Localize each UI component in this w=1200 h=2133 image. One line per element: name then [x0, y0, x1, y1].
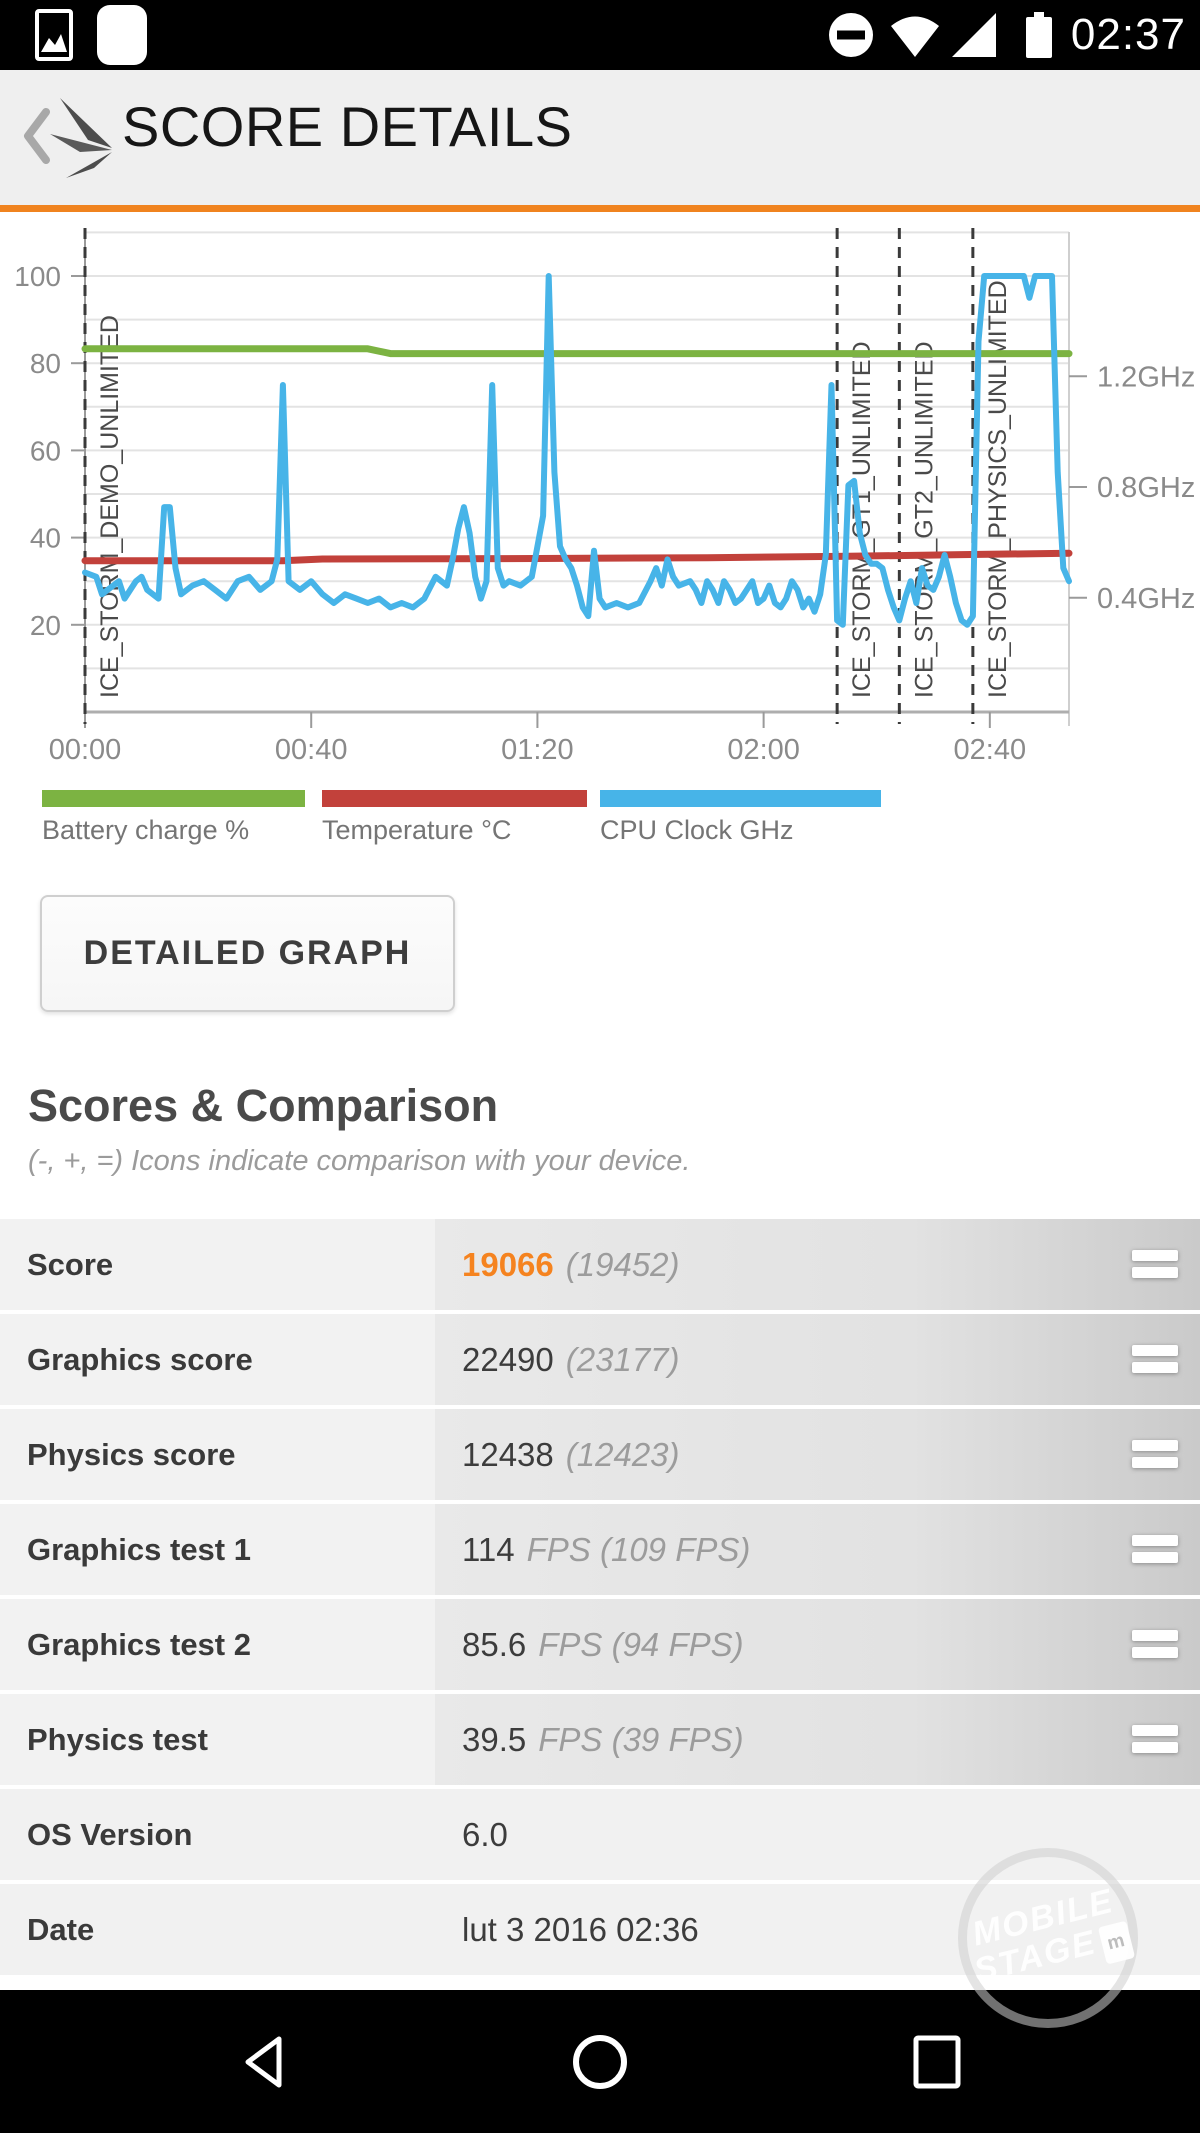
equal-comparison-icon — [1132, 1535, 1178, 1564]
equal-comparison-icon — [1132, 1440, 1178, 1469]
row-value: 19066 (19452) — [435, 1219, 1200, 1310]
row-value-main: 6.0 — [462, 1816, 508, 1853]
svg-text:00:00: 00:00 — [49, 734, 122, 766]
detailed-graph-button[interactable]: DETAILED GRAPH — [40, 895, 455, 1012]
clock-time: 02:37 — [1070, 10, 1186, 59]
svg-text:01:20: 01:20 — [501, 734, 574, 766]
table-row[interactable]: Graphics score 22490 (23177) — [0, 1314, 1200, 1405]
do-not-disturb-icon — [828, 0, 874, 70]
row-value-main: 19066 — [462, 1246, 554, 1283]
svg-text:ICE_STORM_PHYSICS_UNLIMITED: ICE_STORM_PHYSICS_UNLIMITED — [984, 280, 1012, 698]
wifi-icon — [890, 0, 940, 70]
row-value-main: lut 3 2016 02:36 — [462, 1911, 699, 1948]
svg-text:0.8GHz: 0.8GHz — [1097, 472, 1195, 504]
row-value: 114 FPS (109 FPS) — [435, 1504, 1200, 1595]
recents-icon[interactable] — [877, 1990, 997, 2133]
equal-comparison-icon — [1132, 1630, 1178, 1659]
legend-item-battery: Battery charge % — [42, 790, 305, 846]
score-table: Score 19066 (19452) Graphics score 22490 (231… — [0, 1219, 1200, 1979]
svg-text:ICE_STORM_GT2_UNLIMITED: ICE_STORM_GT2_UNLIMITED — [910, 341, 938, 698]
row-value: lut 3 2016 02:36 — [435, 1884, 1200, 1975]
home-icon[interactable] — [540, 1990, 660, 2133]
app-header: SCORE DETAILS — [0, 70, 1200, 205]
back-icon[interactable] — [204, 1990, 324, 2133]
svg-text:02:00: 02:00 — [727, 734, 800, 766]
row-value-main: 12438 — [462, 1436, 554, 1473]
table-row[interactable]: Graphics test 2 85.6 FPS (94 FPS) — [0, 1599, 1200, 1690]
benchmark-monitoring-chart: 20 40 60 80 100 0.4GHz 0.8GHz 1.2GHz 00:00 00:40 0… — [0, 212, 1200, 778]
row-value-reference: FPS (39 FPS) — [538, 1721, 744, 1758]
android-nav-bar — [0, 1990, 1200, 2133]
table-row[interactable]: Graphics test 1 114 FPS (109 FPS) — [0, 1504, 1200, 1595]
section-title: Scores & Comparison — [28, 1080, 499, 1131]
svg-text:100: 100 — [14, 261, 61, 292]
accent-divider — [0, 205, 1200, 212]
legend-label: Battery charge % — [42, 815, 250, 845]
cpu-clock-legend-swatch — [600, 790, 881, 807]
svg-text:80: 80 — [30, 348, 61, 379]
equal-comparison-icon — [1132, 1250, 1178, 1279]
row-value-reference: (12423) — [565, 1436, 680, 1473]
row-value-reference: (19452) — [565, 1246, 680, 1283]
svg-text:20: 20 — [30, 610, 61, 641]
legend-item-temperature: Temperature °C — [322, 790, 587, 846]
row-label: Graphics test 1 — [0, 1504, 435, 1595]
table-row[interactable]: OS Version 6.0 — [0, 1789, 1200, 1880]
status-bar: 02:37 — [0, 0, 1200, 70]
row-value-reference: FPS (94 FPS) — [538, 1626, 744, 1663]
row-label: OS Version — [0, 1789, 435, 1880]
legend-label: CPU Clock GHz — [600, 815, 794, 845]
cellular-signal-icon — [950, 0, 998, 70]
row-value-reference: FPS (109 FPS) — [526, 1531, 751, 1568]
table-row[interactable]: Physics score 12438 (12423) — [0, 1409, 1200, 1500]
row-value-main: 114 — [462, 1531, 515, 1568]
table-row[interactable]: Physics test 39.5 FPS (39 FPS) — [0, 1694, 1200, 1785]
row-label: Graphics test 2 — [0, 1599, 435, 1690]
row-label: Physics score — [0, 1409, 435, 1500]
svg-text:ICE_STORM_GT1_UNLIMITED: ICE_STORM_GT1_UNLIMITED — [848, 341, 876, 698]
row-value-main: 39.5 — [462, 1721, 527, 1758]
row-label: Physics test — [0, 1694, 435, 1785]
equal-comparison-icon — [1132, 1345, 1178, 1374]
row-value-main: 85.6 — [462, 1626, 527, 1663]
section-subtitle: (-, +, =) Icons indicate comparison with… — [28, 1145, 691, 1177]
3dmark-logo-icon — [50, 90, 116, 191]
svg-text:40: 40 — [30, 523, 61, 554]
legend-item-cpu-clock: CPU Clock GHz — [600, 790, 881, 846]
row-value-main: 22490 — [462, 1341, 554, 1378]
equal-comparison-icon — [1132, 1725, 1178, 1754]
row-value-reference: (23177) — [565, 1341, 680, 1378]
app-icon — [96, 0, 148, 70]
row-label: Score — [0, 1219, 435, 1310]
svg-text:ICE_STORM_DEMO_UNLIMITED: ICE_STORM_DEMO_UNLIMITED — [96, 315, 124, 698]
legend-label: Temperature °C — [322, 815, 512, 845]
table-row[interactable]: Score 19066 (19452) — [0, 1219, 1200, 1310]
row-value: 6.0 — [435, 1789, 1200, 1880]
battery-icon — [1025, 0, 1053, 70]
screenshot-thumbnail-icon — [34, 0, 74, 70]
svg-text:00:40: 00:40 — [275, 734, 348, 766]
table-row[interactable]: Date lut 3 2016 02:36 — [0, 1884, 1200, 1975]
page-title: SCORE DETAILS — [122, 95, 573, 158]
row-label: Graphics score — [0, 1314, 435, 1405]
row-value: 12438 (12423) — [435, 1409, 1200, 1500]
row-label: Date — [0, 1884, 435, 1975]
svg-text:02:40: 02:40 — [954, 734, 1027, 766]
svg-text:0.4GHz: 0.4GHz — [1097, 583, 1195, 615]
temperature-legend-swatch — [322, 790, 587, 807]
row-value: 85.6 FPS (94 FPS) — [435, 1599, 1200, 1690]
svg-text:1.2GHz: 1.2GHz — [1097, 361, 1195, 393]
row-value: 39.5 FPS (39 FPS) — [435, 1694, 1200, 1785]
back-chevron-icon[interactable] — [20, 104, 56, 173]
battery-legend-swatch — [42, 790, 305, 807]
svg-text:60: 60 — [30, 435, 61, 466]
row-value: 22490 (23177) — [435, 1314, 1200, 1405]
